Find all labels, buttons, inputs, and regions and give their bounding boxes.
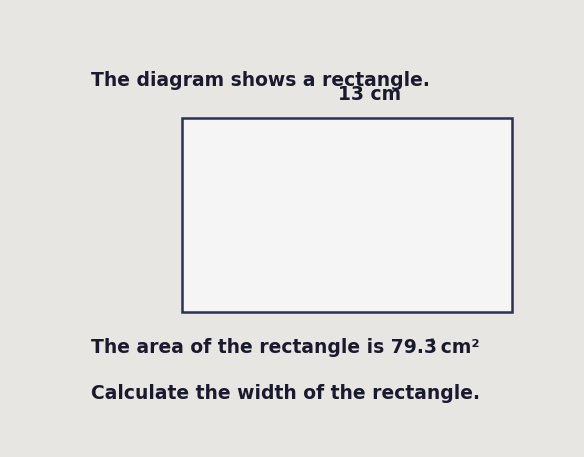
Bar [182,118,512,312]
Text: The area of the rectangle is 79.3̇ cm²: The area of the rectangle is 79.3̇ cm² [91,338,479,357]
Text: Calculate the width of the rectangle.: Calculate the width of the rectangle. [91,384,480,403]
Text: The diagram shows a rectangle.: The diagram shows a rectangle. [91,71,430,90]
Text: 13 cm: 13 cm [338,85,401,104]
